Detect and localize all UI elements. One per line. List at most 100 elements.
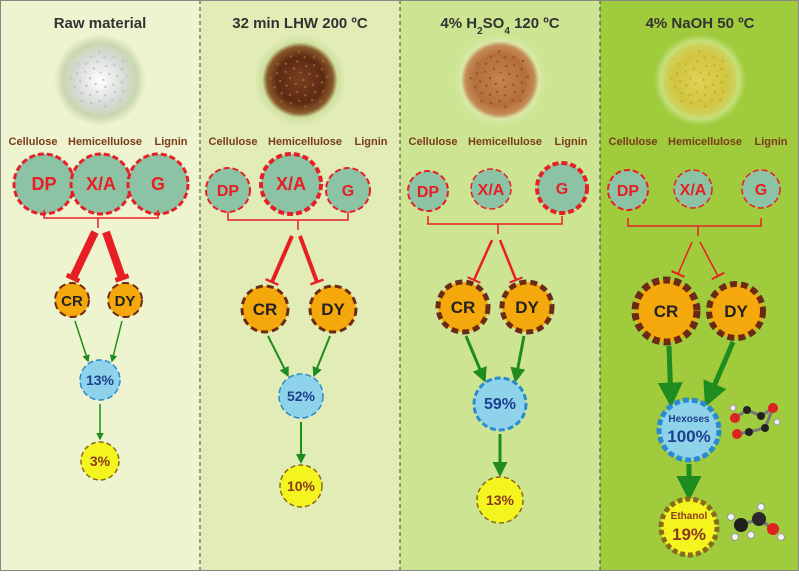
sample-texture-dot	[484, 62, 488, 65]
sample-texture-dot	[703, 56, 706, 59]
sample-texture-dot	[521, 90, 525, 93]
sample-texture-dot	[519, 99, 522, 103]
sample-texture-dot	[684, 70, 687, 73]
sample-texture-dot	[484, 70, 487, 73]
sample-texture-dot	[289, 55, 292, 58]
sample-texture-dot	[684, 62, 688, 65]
sample-texture-dot	[699, 71, 702, 74]
panel-2: 32 min LHW 200 ºC Cellulose Hemicellulose L…	[200, 0, 400, 571]
sample-texture-dot	[289, 101, 293, 105]
sample-texture-dot	[105, 64, 108, 68]
component-hemicellulose-xa	[673, 169, 713, 209]
atom	[745, 428, 753, 436]
enzyme-dy-label: DY	[115, 293, 136, 310]
sample-texture-dot	[476, 62, 479, 66]
sample-texture-dot	[469, 77, 472, 80]
sample-texture-dot	[503, 94, 507, 97]
component-lignin-g	[741, 169, 781, 209]
sample-texture-dot	[113, 64, 116, 67]
sample-texture-dot	[75, 72, 79, 75]
label-lignin: Lignin	[355, 136, 388, 148]
sample-image	[454, 34, 546, 126]
sample-texture-dot	[298, 99, 301, 103]
inhibition-bar	[265, 278, 279, 286]
label-cellulose: Cellulose	[609, 136, 658, 148]
sample-texture-dot	[297, 50, 301, 53]
sample-texture-dot	[319, 99, 322, 103]
component-cellulose-dp	[205, 167, 251, 213]
sample-image	[54, 34, 146, 126]
panel-title-part: 2	[477, 26, 483, 37]
sample-texture-dot	[721, 59, 725, 63]
sample-texture-dot	[88, 77, 92, 80]
sample-texture-dot	[475, 72, 479, 75]
inhibition-bar	[65, 272, 81, 284]
inhibition-bar	[467, 276, 481, 284]
sample-image	[254, 34, 346, 126]
sample-texture-dot	[311, 83, 315, 86]
yield-ethanol-caption: Ethanol	[671, 511, 708, 522]
hexose-molecule-icon	[729, 403, 781, 439]
sample-texture-dot	[120, 68, 124, 71]
flow-arrow	[703, 341, 736, 408]
sample-texture-dot	[488, 93, 492, 97]
yield-sugar-value: 59%	[484, 396, 516, 413]
sample-texture-dot	[304, 85, 307, 89]
component-cellulose-dp-label: DP	[31, 174, 56, 194]
sample-texture-dot	[292, 67, 296, 70]
sample-texture-dot	[313, 64, 316, 67]
sample-texture-dot	[712, 55, 715, 59]
sample-texture-dot	[284, 62, 288, 65]
sample-texture-dot	[103, 94, 107, 97]
bracket	[43, 210, 159, 219]
sample-texture-dot	[498, 99, 501, 103]
sample-texture-dot	[111, 83, 115, 86]
sample-texture-dot	[76, 62, 79, 66]
sample-texture-dot	[713, 90, 717, 94]
sample-texture-dot	[98, 99, 101, 103]
panel-title: 4% NaOH 50 ºC	[646, 15, 755, 32]
yield-ethanol-circle	[279, 464, 323, 508]
sample-texture-dot	[513, 64, 516, 67]
yield-sugar-value: 52%	[287, 388, 316, 404]
sample-texture-dot	[473, 86, 477, 89]
panel-title: Raw material	[54, 15, 147, 32]
flow-arrow	[312, 335, 331, 378]
sample-texture-dot	[84, 62, 88, 65]
sample-texture-dot	[278, 79, 282, 83]
inhibition-line	[270, 235, 294, 283]
component-cellulose-dp-label: DP	[617, 183, 640, 200]
sample-texture-dot	[708, 72, 711, 76]
sample-texture-dot	[698, 99, 701, 103]
atom	[727, 513, 735, 521]
label-cellulose: Cellulose	[9, 136, 58, 148]
component-cellulose-dp-label: DP	[217, 183, 240, 200]
sample-texture-dot	[678, 79, 682, 83]
sample-texture-dot	[688, 93, 692, 97]
sample-texture-dot	[488, 77, 492, 80]
sample-texture-dot	[321, 90, 325, 93]
enzyme-cr-label: CR	[253, 300, 278, 319]
sample-texture-dot	[280, 92, 284, 95]
panel-title: 4% H2SO4 120 ºC	[440, 15, 559, 37]
sample-texture-dot	[275, 72, 279, 75]
panel-title-part: 4	[504, 26, 510, 37]
panel-3: 4% H2SO4 120 ºC Cellulose Hemicellulose Lig…	[400, 0, 600, 571]
yield-sugar-circle	[278, 373, 324, 419]
component-hemicellulose-xa-label: X/A	[478, 182, 505, 199]
enzyme-dy-label: DY	[321, 300, 345, 319]
atom	[761, 424, 769, 432]
sample-texture-dot	[97, 50, 101, 53]
sample-texture-dot	[304, 105, 307, 108]
sample-texture-dot	[689, 55, 692, 58]
sample-texture-dot	[121, 90, 125, 93]
yield-ethanol-value: 13%	[486, 492, 515, 508]
yield-ethanol-value: 3%	[90, 453, 111, 469]
sample-texture-dot	[705, 64, 708, 68]
sample-texture-dot	[85, 84, 88, 87]
sample-texture-dot	[485, 84, 488, 87]
sample-texture-dot	[669, 77, 672, 80]
atom	[743, 406, 751, 414]
sample-texture-dot	[692, 67, 696, 70]
sample-texture-dot	[697, 50, 701, 53]
